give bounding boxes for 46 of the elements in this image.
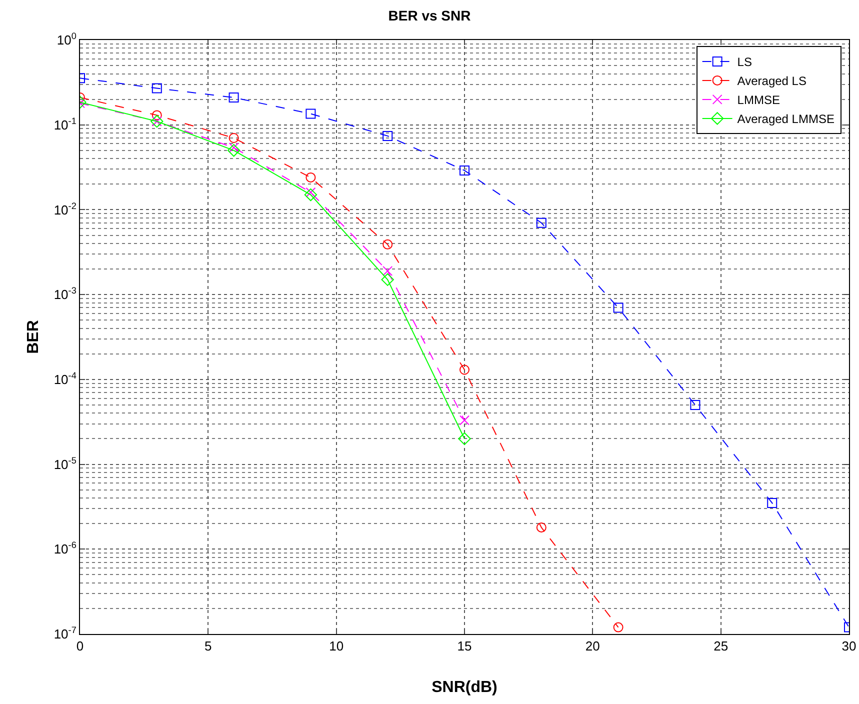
- x-tick-label: 15: [457, 638, 472, 654]
- y-tick-label: 10$^{-2}$: [54, 200, 76, 218]
- chart-title: BER vs SNR: [388, 7, 471, 24]
- point: [767, 498, 778, 508]
- point: [536, 522, 546, 532]
- x-axis-title: SNR(dB): [432, 679, 498, 696]
- y-tick-label: 10$^{-1}$: [54, 116, 76, 132]
- point: [460, 165, 470, 176]
- y-tick-label: 10$^{-3}$: [54, 286, 76, 302]
- point: [152, 110, 162, 120]
- point: [382, 239, 393, 250]
- point: [382, 130, 393, 141]
- point: [304, 188, 318, 202]
- y-tick-label: 10$^{-5}$: [54, 455, 76, 472]
- point: [458, 432, 471, 446]
- y-tick-label: 10$^{-4}$: [54, 370, 76, 387]
- y-tick-label: 10$^{-7}$: [54, 625, 76, 642]
- point: [460, 364, 470, 375]
- y-tick-label: 10$^{-6}$: [54, 540, 76, 557]
- point: [152, 83, 162, 94]
- point: [536, 218, 546, 228]
- point: [690, 400, 700, 410]
- legend-label: Averaged LMMSE: [737, 112, 834, 126]
- point: [306, 172, 316, 182]
- x-tick-label: 5: [204, 638, 212, 654]
- point: [613, 302, 624, 313]
- point: [228, 92, 239, 103]
- point: [306, 108, 316, 119]
- legend-label: LS: [737, 55, 752, 70]
- point: [382, 266, 393, 276]
- x-tick-label: 10: [329, 638, 344, 654]
- x-tick-label: 0: [76, 638, 84, 654]
- x-tick-label: 20: [585, 638, 600, 654]
- point: [460, 415, 470, 426]
- point: [228, 133, 239, 143]
- point: [381, 273, 394, 286]
- y-axis-title: BER: [25, 320, 42, 354]
- x-tick-label: 25: [714, 638, 728, 654]
- point: [227, 144, 240, 157]
- y-tick-label: 10$^{0}$: [56, 31, 76, 48]
- point: [228, 142, 239, 153]
- legend-label: LMMSE: [737, 93, 780, 108]
- point: [613, 622, 624, 632]
- point: [306, 187, 316, 198]
- x-tick-label: 30: [842, 638, 856, 654]
- legend-label: Averaged LS: [737, 74, 806, 88]
